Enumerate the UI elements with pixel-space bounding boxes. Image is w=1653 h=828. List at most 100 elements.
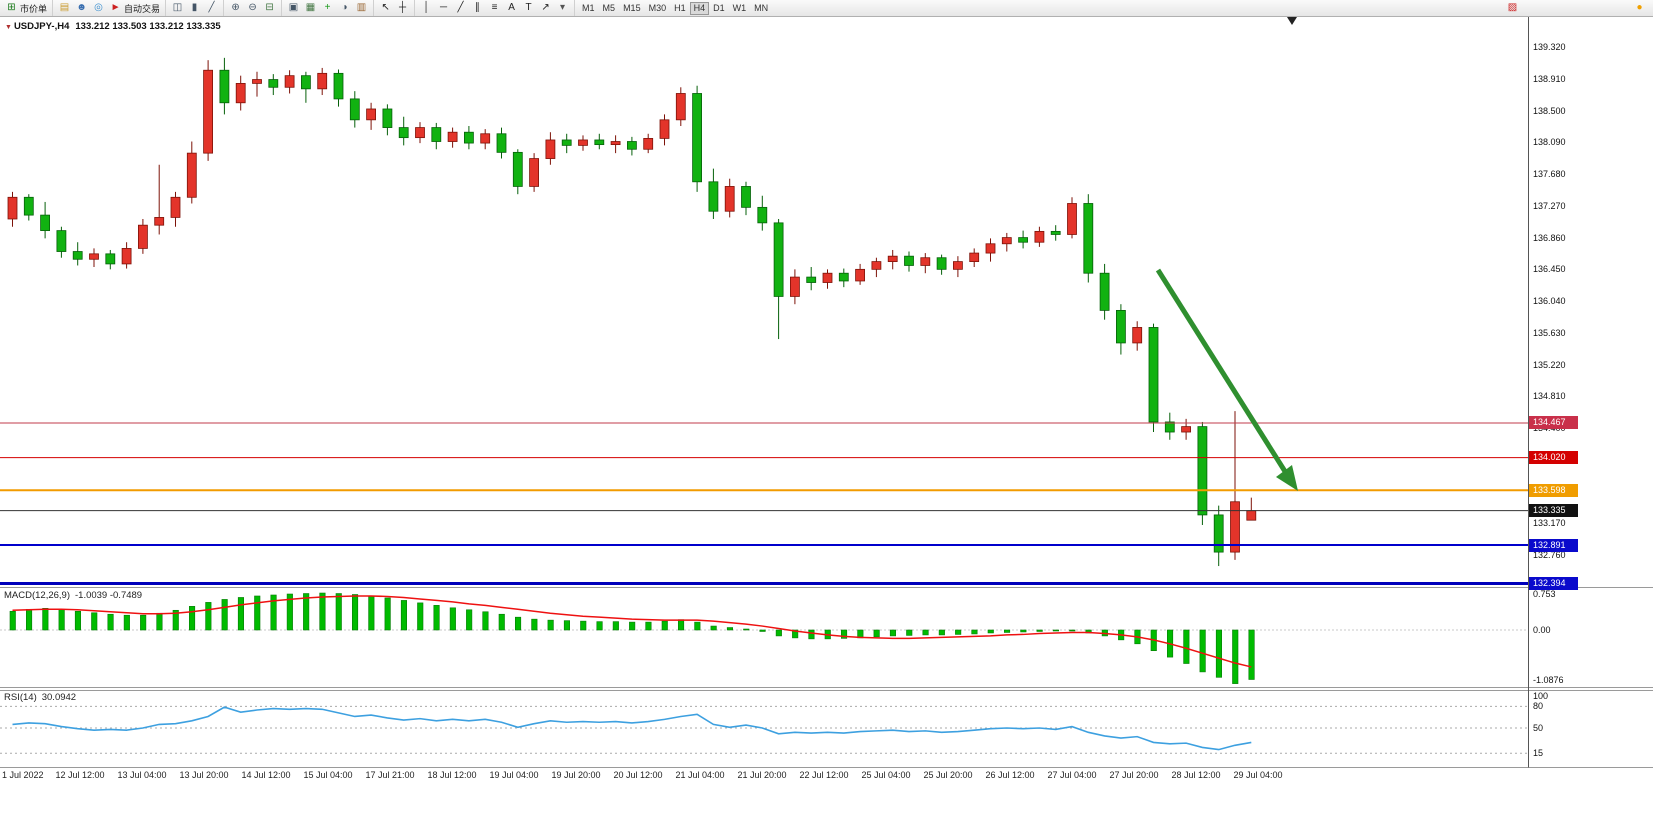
candle-body — [56, 230, 67, 252]
symbol-dropdown-icon[interactable]: ▼ — [5, 24, 12, 31]
vertical-line-icon[interactable]: │ — [418, 1, 435, 15]
cursor-icon[interactable]: ↖ — [377, 1, 394, 15]
macd-label: MACD(12,26,9) -1.0039 -0.7489 — [4, 590, 142, 601]
candlestick-chart-icon[interactable]: ▮ — [186, 1, 203, 15]
autotrading-button[interactable]: ► 自动交易 — [107, 1, 162, 15]
candle-body — [1018, 237, 1028, 243]
macd-bar — [91, 612, 98, 631]
chart-shift-marker-icon[interactable] — [1287, 17, 1297, 25]
label-icon[interactable]: T — [520, 1, 537, 15]
arrows-tool-icon[interactable]: ↗ — [537, 1, 554, 15]
periods-icon[interactable]: ◑ — [336, 1, 353, 15]
macd-bar — [270, 594, 277, 631]
tf-h1-button[interactable]: H1 — [674, 2, 686, 13]
macd-bar — [596, 621, 603, 631]
time-axis-label: 26 Jul 12:00 — [985, 770, 1035, 780]
time-axis-label: 27 Jul 04:00 — [1047, 770, 1097, 780]
indicators-icon[interactable]: + — [319, 1, 336, 15]
channel-icon[interactable]: ∥ — [469, 1, 486, 15]
pivot-line-badge: 133.598 — [1529, 483, 1578, 497]
chart-window-icon[interactable]: ▤ — [56, 1, 73, 15]
macd-bar — [74, 610, 81, 631]
templates-icon: ▥ — [356, 2, 367, 13]
arrange-windows-icon[interactable]: ▦ — [302, 1, 319, 15]
fibonacci-icon[interactable]: ≡ — [486, 1, 503, 15]
toolbar-group-cursor: ↖ ┼ — [373, 0, 414, 16]
candle-body — [659, 119, 670, 139]
line-chart-icon[interactable]: ╱ — [203, 1, 220, 15]
tf-m1-button[interactable]: M1 — [582, 2, 595, 13]
price-axis-label: 136.450 — [1533, 264, 1566, 275]
new-order-button[interactable]: ⊞ 市价单 — [3, 1, 49, 15]
toolbar-group-apps: ▤ ☻ ◎ ► 自动交易 — [52, 0, 165, 16]
indicators-icon: + — [324, 2, 331, 13]
tile-windows-icon[interactable]: ▣ — [285, 1, 302, 15]
zoom-in-icon[interactable]: ⊕ — [227, 1, 244, 15]
candle-body — [1050, 230, 1061, 235]
macd-bar — [645, 621, 652, 631]
horizontal-line-icon[interactable]: ─ — [435, 1, 452, 15]
profile-icon[interactable]: ☻ — [73, 1, 90, 15]
rsi-scale-label: 80 — [1533, 701, 1544, 712]
tf-w1-button[interactable]: W1 — [732, 2, 747, 13]
text-icon[interactable]: A — [503, 1, 520, 15]
community-icon[interactable]: ◎ — [90, 1, 107, 15]
tf-d1-button[interactable]: D1 — [713, 2, 725, 13]
macd-bar — [107, 613, 114, 631]
time-axis-label: 21 Jul 04:00 — [675, 770, 725, 780]
crosshair-icon[interactable]: ┼ — [394, 1, 411, 15]
macd-bar — [840, 629, 848, 639]
toolbar-group-zoom: ⊕ ⊖ ⊟ — [223, 0, 281, 16]
toolbar-group-order: ⊞ 市价单 — [0, 0, 52, 16]
macd-bar — [466, 609, 473, 631]
status-badge-icon[interactable]: ● — [1631, 1, 1648, 15]
alert-icon[interactable]: ▨ — [1504, 1, 1521, 15]
candle-body — [985, 243, 996, 254]
candle-body — [415, 127, 425, 139]
tf-m5-button[interactable]: M5 — [602, 2, 616, 13]
candle-body — [773, 222, 784, 297]
arrange-windows-icon: ▦ — [305, 2, 316, 13]
trend-arrow[interactable] — [1155, 268, 1289, 475]
candle-body — [1197, 426, 1208, 516]
bar-chart-icon[interactable]: ◫ — [169, 1, 186, 15]
dropdown-icon[interactable]: ▾ — [554, 1, 571, 15]
time-axis-label: 14 Jul 12:00 — [241, 770, 291, 780]
toolbar-group-right: ▨ ● — [1501, 0, 1653, 16]
macd-bar — [629, 621, 636, 631]
tf-mn-button[interactable]: MN — [754, 2, 769, 13]
candle-body — [447, 131, 458, 142]
tf-m30-button[interactable]: M30 — [648, 2, 667, 13]
candle-body — [203, 69, 214, 154]
macd-bar — [189, 606, 196, 631]
candle-body — [1034, 230, 1045, 243]
zoom-out-icon[interactable]: ⊖ — [244, 1, 261, 15]
tf-m15-button[interactable]: M15 — [623, 2, 641, 13]
candle-body — [594, 139, 605, 146]
trendline-icon[interactable]: ╱ — [452, 1, 469, 15]
templates-icon[interactable]: ▥ — [353, 1, 370, 15]
tf-h4-button[interactable]: H4 — [689, 1, 710, 15]
price-axis-label: 136.860 — [1533, 232, 1566, 243]
periods-icon: ◑ — [341, 2, 348, 13]
rsi-scale-label: 100 — [1533, 691, 1549, 701]
autotrading-icon: ► — [110, 2, 121, 13]
rsi-value: 30.0942 — [41, 692, 77, 703]
dropdown-icon: ▾ — [560, 2, 566, 13]
price-axis-label: 139.320 — [1533, 42, 1566, 52]
ohlc-readout: 133.212 133.503 133.212 133.335 — [75, 21, 221, 32]
candle-body — [610, 141, 621, 146]
grid-icon[interactable]: ⊟ — [261, 1, 278, 15]
macd-scale-label: -1.0876 — [1533, 675, 1564, 685]
cursor-icon: ↖ — [381, 2, 390, 13]
candle-body — [724, 186, 735, 212]
macd-bar — [580, 620, 587, 631]
zoom-in-icon: ⊕ — [231, 2, 240, 13]
macd-signal-line — [12, 595, 1252, 668]
macd-bar — [547, 619, 554, 631]
time-axis-label: 12 Jul 12:00 — [55, 770, 105, 780]
candle-body — [675, 93, 686, 121]
macd-bar — [9, 610, 16, 631]
candle-body — [790, 276, 800, 297]
